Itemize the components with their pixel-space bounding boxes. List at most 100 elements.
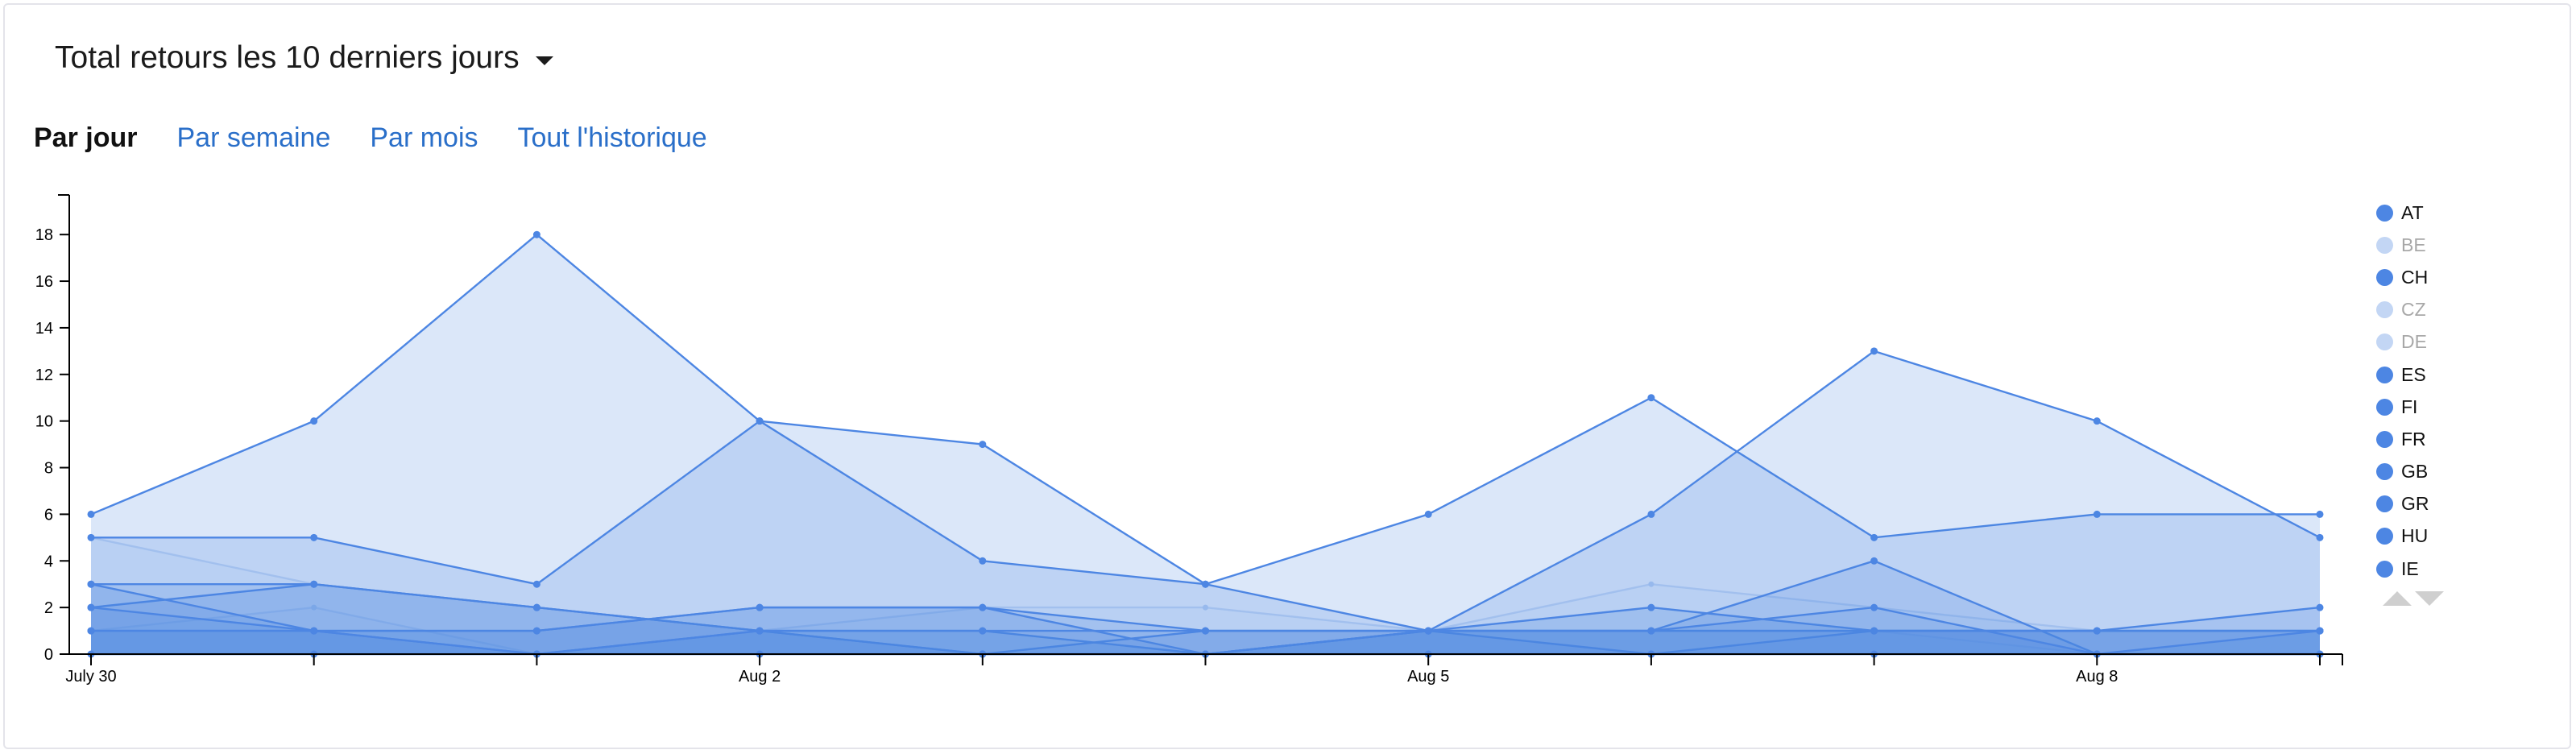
legend-label-gb: GB [2401, 461, 2429, 483]
legend-item-gb[interactable]: GB [2376, 456, 2429, 488]
point-gr-3 [756, 627, 764, 635]
point-gr-4 [979, 627, 987, 635]
y-tick-label-18: 18 [35, 226, 53, 244]
legend-dot-fr [2376, 430, 2393, 448]
point-es-1 [310, 580, 318, 588]
legend-dot-gr [2376, 495, 2393, 513]
point-fr-1 [310, 417, 318, 425]
legend-dot-fi [2376, 398, 2393, 416]
point-gr-1 [310, 627, 318, 635]
legend-item-ch[interactable]: CH [2376, 261, 2429, 293]
point-at-2 [532, 580, 540, 588]
tab-per-day[interactable]: Par jour [34, 122, 138, 153]
y-tick-label-12: 12 [35, 367, 53, 384]
point-es-2 [532, 603, 540, 611]
tab-per-month[interactable]: Par mois [370, 122, 478, 153]
legend-label-at: AT [2401, 201, 2424, 223]
point-fr-0 [87, 510, 95, 518]
y-tick-label-8: 8 [44, 460, 53, 478]
legend-label-gr: GR [2401, 493, 2429, 515]
area-hu [91, 584, 2320, 654]
y-tick-label-6: 6 [44, 506, 53, 524]
legend-item-be[interactable]: BE [2376, 229, 2429, 261]
point-fr-8 [1870, 533, 1878, 541]
legend-item-fr[interactable]: FR [2376, 423, 2429, 455]
y-tick-label-4: 4 [44, 553, 53, 570]
point-at-10 [2316, 533, 2324, 541]
y-tick-label-2: 2 [44, 599, 53, 617]
legend-dot-gb [2376, 463, 2393, 481]
legend-item-cz[interactable]: CZ [2376, 294, 2429, 326]
x-tick-label-3: Aug 2 [739, 668, 781, 686]
point-gr-5 [1202, 627, 1209, 635]
y-tick-label-16: 16 [35, 273, 53, 291]
point-gr-10 [2316, 627, 2324, 635]
legend-dot-ie [2376, 560, 2393, 578]
point-fr-7 [1647, 394, 1655, 402]
point-gb-8 [1870, 627, 1878, 635]
legend-item-es[interactable]: ES [2376, 358, 2429, 391]
point-gr-7 [1647, 627, 1655, 635]
legend-label-fi: FI [2401, 396, 2418, 417]
point-gb-3 [756, 603, 764, 611]
area-gr [91, 607, 2320, 654]
x-tick-label-0: July 30 [65, 668, 116, 686]
legend-dot-ch [2376, 268, 2393, 286]
chart-card [3, 3, 2571, 749]
x-tick-label-6: Aug 5 [1407, 668, 1449, 686]
point-gr-8 [1870, 603, 1878, 611]
point-at-1 [310, 533, 318, 541]
point-fr-9 [2093, 510, 2101, 518]
point-gb-10 [2316, 603, 2324, 611]
legend-item-at[interactable]: AT [2376, 197, 2429, 229]
y-tick-label-14: 14 [35, 320, 53, 338]
area-fr [91, 234, 2320, 654]
legend-label-de: DE [2401, 331, 2427, 353]
chart-legend: AT BE CH CZ DE ES FI FR GB GR HU IE [2376, 197, 2429, 585]
legend-page-up-icon[interactable] [2383, 591, 2412, 606]
point-gb-2 [532, 627, 540, 635]
area-es [91, 584, 2320, 654]
point-hu-0 [87, 580, 95, 588]
point-fr-10 [2316, 510, 2324, 518]
legend-label-cz: CZ [2401, 299, 2426, 321]
legend-item-hu[interactable]: HU [2376, 520, 2429, 553]
legend-item-fi[interactable]: FI [2376, 391, 2429, 423]
point-at-7 [1647, 510, 1655, 518]
area-de [91, 537, 2320, 654]
point-be-1 [311, 604, 317, 611]
legend-dot-cz [2376, 301, 2393, 319]
y-tick-label-10: 10 [35, 413, 53, 431]
point-gb-7 [1647, 603, 1655, 611]
area-be [91, 584, 2320, 654]
legend-item-ie[interactable]: IE [2376, 553, 2429, 585]
legend-dot-be [2376, 236, 2393, 254]
caret-down-icon [535, 56, 553, 65]
period-dropdown[interactable]: Total retours les 10 derniers jours [55, 40, 553, 76]
tab-per-week[interactable]: Par semaine [176, 122, 331, 153]
legend-label-hu: HU [2401, 525, 2429, 547]
point-gr-0 [87, 627, 95, 635]
point-fr-6 [1424, 510, 1432, 518]
point-at-5 [1202, 580, 1209, 588]
legend-label-be: BE [2401, 234, 2426, 255]
point-gb-0 [87, 603, 95, 611]
point-at-0 [87, 533, 95, 541]
legend-item-de[interactable]: DE [2376, 326, 2429, 358]
point-fr-2 [532, 230, 540, 238]
y-tick-label-0: 0 [44, 646, 53, 664]
legend-label-es: ES [2401, 363, 2426, 385]
point-gr-6 [1424, 627, 1432, 635]
legend-item-gr[interactable]: GR [2376, 488, 2429, 520]
x-tick-label-9: Aug 8 [2076, 668, 2118, 686]
period-tabs: Par jour Par semaine Par mois Tout l'his… [34, 122, 707, 154]
point-be-7 [1648, 581, 1655, 587]
legend-page-down-icon[interactable] [2415, 591, 2444, 606]
point-be-5 [1203, 604, 1208, 611]
point-ie-8 [1870, 557, 1878, 565]
point-at-3 [756, 417, 764, 425]
tab-all-history[interactable]: Tout l'historique [517, 122, 707, 153]
point-at-9 [2093, 417, 2101, 425]
point-at-4 [979, 557, 987, 565]
